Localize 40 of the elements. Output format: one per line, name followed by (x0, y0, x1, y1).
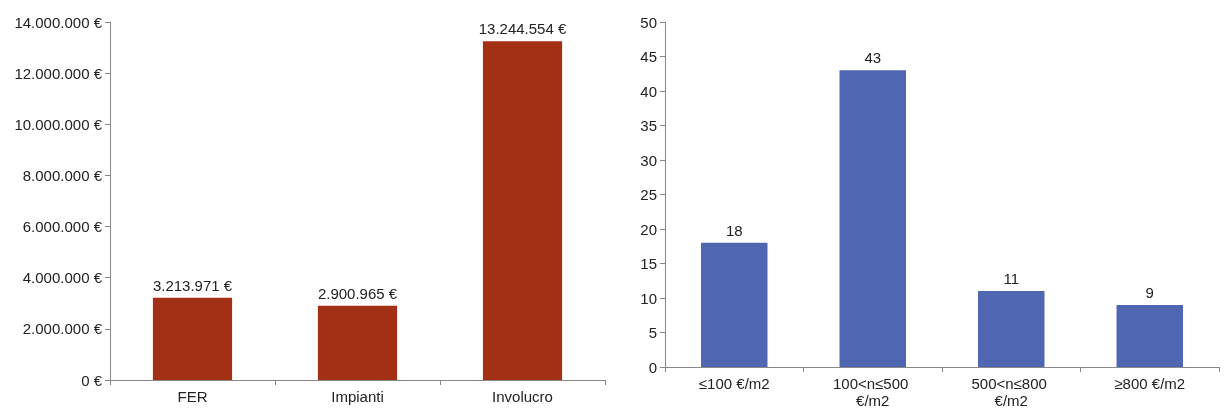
y-tick-label: 4.000.000 € (22, 269, 103, 287)
y-tick-label: 20 (640, 220, 657, 238)
bar (978, 291, 1045, 367)
y-tick-label: 0 € (81, 371, 103, 389)
data-label: 3.213.971 € (152, 276, 233, 294)
y-tick-label: 12.000.000 € (14, 64, 103, 82)
x-tick-label: ≤100 €/m2 (698, 375, 770, 392)
x-tick-label: ≥800 €/m2 (1114, 375, 1186, 392)
y-tick-label: 30 (640, 151, 657, 169)
bar (152, 297, 233, 380)
bar (1116, 304, 1183, 367)
data-label: 13.244.554 € (478, 20, 567, 38)
y-tick-label: 8.000.000 € (22, 166, 103, 184)
bar (317, 305, 398, 380)
x-tick-label: Impianti (331, 388, 384, 405)
data-label: 43 (864, 49, 882, 67)
y-tick-label: 10 (640, 289, 657, 307)
data-label: 18 (725, 221, 743, 239)
y-tick-label: 10.000.000 € (14, 115, 103, 133)
y-tick-label: 25 (640, 186, 657, 203)
x-tick-label: 100<n≤500 €/m2 (832, 375, 913, 409)
y-tick-label: 14.000.000 € (14, 13, 103, 31)
y-tick-label: 5 (648, 324, 657, 341)
x-tick-label: Involucro (492, 388, 553, 405)
y-tick-label: 50 (640, 13, 657, 31)
bar (701, 242, 768, 367)
bar (482, 41, 563, 380)
bar (839, 70, 906, 367)
x-tick-label: 500<n≤800 €/m2 (971, 375, 1052, 409)
y-tick-label: 6.000.000 € (22, 218, 103, 236)
data-label: 11 (1003, 270, 1020, 288)
y-tick-label: 40 (640, 82, 657, 100)
data-label: 9 (1145, 283, 1154, 301)
data-label: 2.900.965 € (317, 284, 398, 302)
y-tick-label: 45 (640, 48, 657, 65)
y-tick-label: 15 (640, 255, 657, 272)
y-tick-label: 35 (640, 117, 657, 134)
x-tick-label: FER (177, 388, 208, 405)
y-tick-label: 2.000.000 € (22, 320, 103, 338)
y-tick-label: 0 (648, 358, 657, 376)
